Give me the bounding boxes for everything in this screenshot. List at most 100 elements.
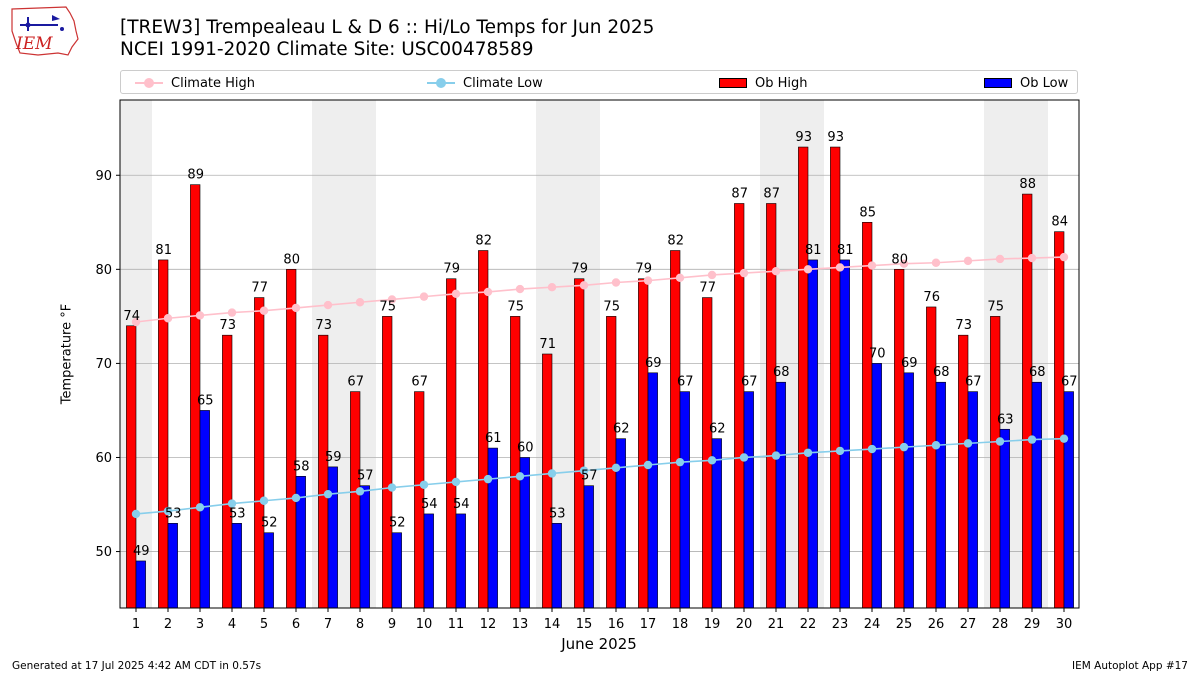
climate-high-point [1059, 252, 1069, 262]
x-tick-label: 12 [480, 617, 497, 632]
climate-low-point [867, 444, 877, 454]
climate-high-point [771, 267, 781, 276]
ob-low-value-label: 69 [645, 356, 662, 371]
ob-low-value-label: 65 [197, 393, 214, 408]
ob-low-bar [1031, 381, 1042, 609]
legend-item-climate-low: Climate Low [427, 74, 543, 92]
ob-low-bar [871, 363, 882, 609]
climate-low-point [1059, 434, 1069, 443]
climate-low-point [1027, 435, 1037, 444]
ob-high-value-label: 75 [379, 299, 396, 314]
climate-high-point [515, 284, 525, 294]
x-tick-label: 22 [800, 617, 817, 632]
ob-low-bar [359, 485, 370, 609]
ob-low-value-label: 62 [613, 422, 630, 437]
climate-high-line [135, 256, 1065, 323]
ob-high-bar [670, 250, 681, 609]
x-tick-label: 30 [1056, 617, 1073, 632]
climate-high-point [579, 281, 589, 290]
ob-high-value-label: 76 [923, 290, 940, 305]
climate-low-point [707, 456, 717, 465]
climate-high-point [163, 314, 173, 323]
ob-low-value-label: 57 [581, 469, 598, 484]
ob-low-bar [679, 391, 690, 609]
climate-low-point [387, 483, 397, 492]
ob-high-bar [766, 203, 777, 609]
ob-low-value-label: 53 [229, 506, 246, 521]
ob-high-value-label: 80 [283, 252, 300, 267]
x-tick-label: 9 [388, 617, 396, 632]
ob-low-value-label: 67 [677, 375, 694, 390]
ob-low-value-label: 58 [293, 459, 310, 474]
x-tick-label: 21 [768, 617, 785, 632]
ob-high-value-label: 73 [955, 318, 972, 333]
ob-low-bar [423, 513, 434, 609]
ob-high-bar [382, 316, 393, 609]
legend-label-climate-low: Climate Low [463, 75, 543, 91]
legend-label-climate-high: Climate High [171, 75, 256, 91]
ob-high-value-label: 73 [219, 318, 236, 333]
ob-low-bar [935, 381, 946, 609]
climate-low-point [675, 457, 685, 467]
ob-low-value-label: 61 [485, 431, 502, 446]
x-tick-label: 4 [228, 617, 236, 632]
climate-low-point [995, 437, 1005, 446]
ob-high-bar [286, 269, 297, 609]
x-tick-label: 28 [992, 617, 1009, 632]
x-tick-label: 8 [356, 617, 364, 632]
chart-legend: Climate High Climate Low Ob High Ob Low [120, 70, 1078, 94]
climate-high-point [227, 308, 237, 317]
ob-high-bar [734, 203, 745, 609]
plot-frame [119, 99, 1080, 609]
ob-low-value-label: 70 [869, 346, 886, 361]
climate-high-point [643, 276, 653, 285]
x-tick-label: 5 [260, 617, 268, 632]
ob-low-value-label: 62 [709, 422, 726, 437]
climate-high-point [675, 273, 685, 282]
ob-high-value-label: 71 [539, 337, 556, 352]
ob-high-value-label: 67 [347, 375, 364, 390]
ob-high-value-label: 88 [1019, 177, 1036, 192]
y-tick-label: 80 [95, 263, 112, 278]
climate-high-point [835, 263, 845, 272]
ob-high-bar [126, 325, 137, 609]
climate-high-point [259, 306, 269, 315]
ob-high-bar [510, 316, 521, 609]
climate-low-point [419, 480, 429, 489]
x-tick-label: 27 [960, 617, 977, 632]
ob-low-value-label: 57 [357, 469, 374, 484]
ob-low-bar [967, 391, 978, 609]
ob-low-value-label: 68 [933, 365, 950, 380]
climate-low-point [483, 474, 493, 484]
climate-low-point [451, 477, 461, 487]
legend-item-ob-high: Ob High [719, 74, 808, 92]
ob-low-value-label: 67 [1061, 375, 1078, 390]
ob-high-value-label: 87 [763, 186, 780, 201]
ob-high-bar [542, 353, 553, 609]
x-tick-label: 29 [1024, 617, 1041, 632]
ob-low-bar [135, 560, 146, 609]
ob-high-bar [638, 278, 649, 609]
ob-high-bar [606, 316, 617, 609]
x-tick-label: 20 [736, 617, 753, 632]
ob-high-value-label: 77 [251, 281, 268, 296]
ob-low-bar [391, 532, 402, 609]
ob-high-value-label: 75 [507, 299, 524, 314]
ob-low-value-label: 49 [133, 544, 150, 559]
climate-high-point [707, 270, 717, 280]
climate-low-point [771, 451, 781, 460]
y-tick-label: 50 [95, 545, 112, 560]
chart-title: [TREW3] Trempealeau L & D 6 :: Hi/Lo Tem… [120, 17, 655, 38]
ob-high-value-label: 73 [315, 318, 332, 333]
climate-low-point [547, 469, 557, 478]
climate-low-point [515, 472, 525, 481]
climate-high-point [131, 317, 141, 327]
ob-high-value-label: 75 [603, 299, 620, 314]
ob-high-bar [254, 297, 265, 609]
ob-low-value-label: 54 [421, 497, 438, 512]
ob-high-value-label: 84 [1051, 215, 1068, 230]
ob-high-value-label: 80 [891, 252, 908, 267]
ob-high-value-label: 82 [475, 234, 492, 249]
climate-high-point [323, 300, 333, 310]
